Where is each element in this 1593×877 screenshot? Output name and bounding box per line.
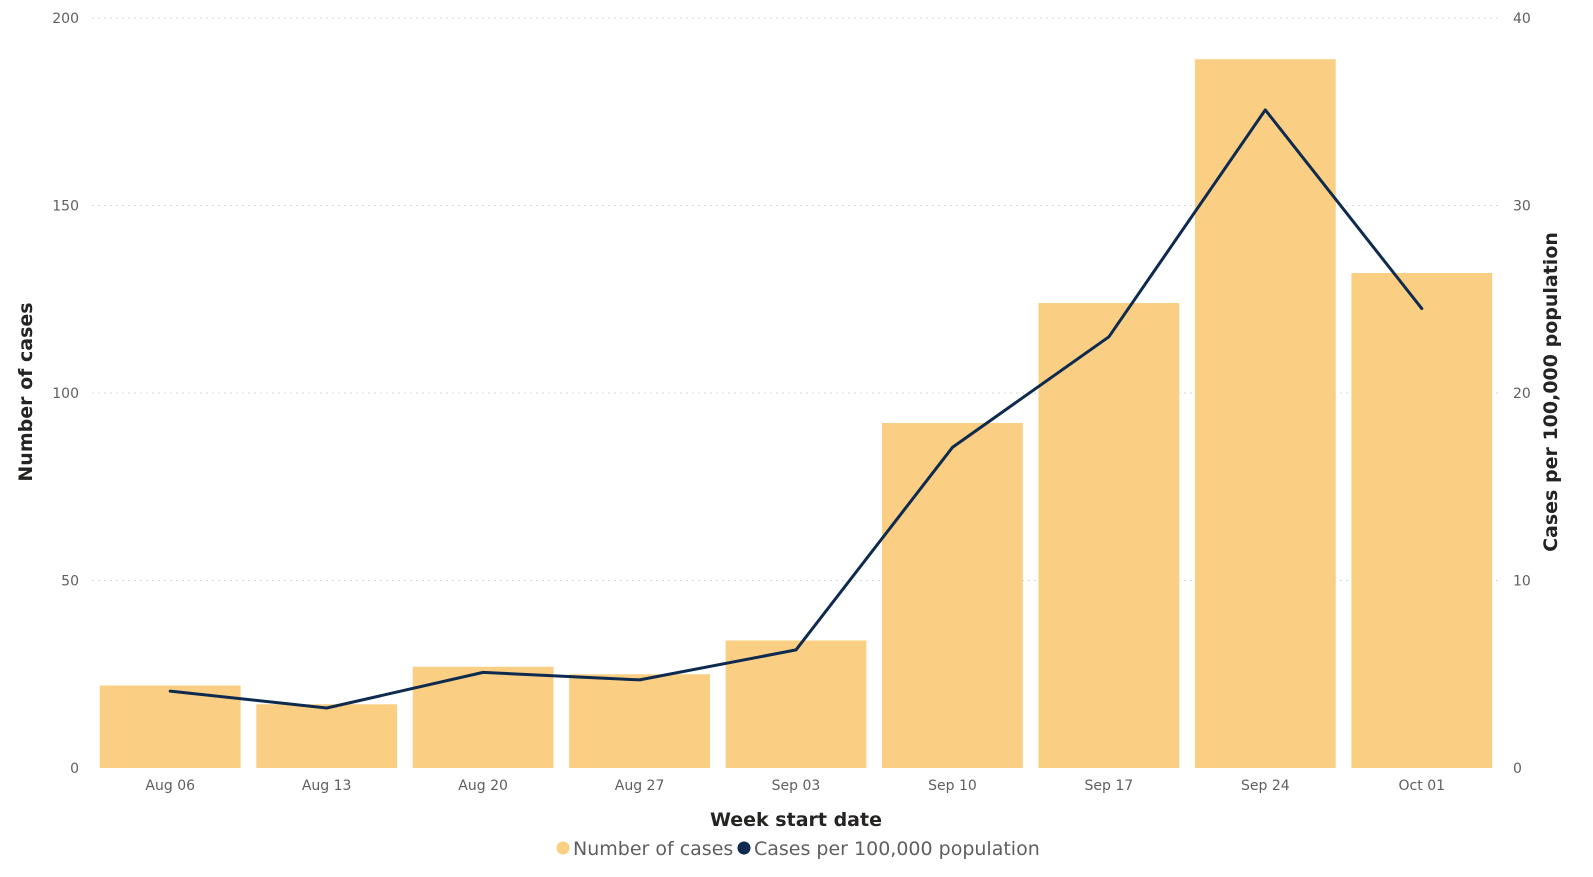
- x-tick-label: Sep 03: [772, 778, 821, 794]
- x-axis-ticks: Aug 06 Aug 13 Aug 20 Aug 27 Sep 03 Sep 10 Sep …: [145, 778, 1445, 794]
- rate-line: [168, 108, 1424, 710]
- y2-axis-ticks: 0 10 20 30 40: [1513, 11, 1531, 777]
- x-tick-label: Sep 17: [1085, 778, 1134, 794]
- bar: [1038, 303, 1180, 768]
- bar: [256, 704, 398, 768]
- bar: [569, 674, 710, 768]
- y-tick-label: 50: [61, 574, 79, 590]
- y2-axis-title: Cases per 100,000 population: [1540, 232, 1562, 552]
- legend-label-cases: Number of cases: [573, 838, 733, 860]
- y-tick-label: 200: [52, 11, 79, 27]
- legend-swatch-cases: [556, 841, 570, 855]
- y-axis-ticks: 0 50 100 150 200: [52, 11, 79, 777]
- x-tick-label: Sep 24: [1241, 778, 1290, 794]
- y2-tick-label: 40: [1513, 11, 1531, 27]
- bar: [412, 666, 554, 768]
- y-tick-label: 150: [52, 199, 79, 215]
- bar: [725, 640, 867, 768]
- bar: [882, 423, 1023, 768]
- y2-tick-label: 30: [1513, 199, 1531, 215]
- bar: [1351, 273, 1493, 768]
- bar: [99, 685, 241, 768]
- y-tick-label: 0: [70, 761, 79, 777]
- y2-tick-label: 10: [1513, 574, 1531, 590]
- gridlines: [92, 17, 1500, 581]
- y2-tick-label: 20: [1513, 386, 1531, 402]
- y2-tick-label: 0: [1513, 761, 1522, 777]
- x-tick-label: Aug 27: [615, 778, 665, 794]
- x-axis-title: Week start date: [710, 809, 882, 831]
- legend: Number of cases Cases per 100,000 popula…: [556, 838, 1040, 860]
- x-tick-label: Aug 13: [302, 778, 352, 794]
- bar: [1194, 59, 1336, 768]
- legend-label-rate: Cases per 100,000 population: [754, 838, 1040, 860]
- y-tick-label: 100: [52, 386, 79, 402]
- x-tick-label: Sep 10: [928, 778, 977, 794]
- x-tick-label: Aug 06: [145, 778, 195, 794]
- line-series: [168, 108, 1424, 710]
- legend-swatch-rate: [737, 841, 751, 855]
- bar-series: [99, 59, 1493, 768]
- x-tick-label: Aug 20: [458, 778, 508, 794]
- x-tick-label: Oct 01: [1399, 778, 1445, 794]
- y-axis-title: Number of cases: [15, 302, 37, 481]
